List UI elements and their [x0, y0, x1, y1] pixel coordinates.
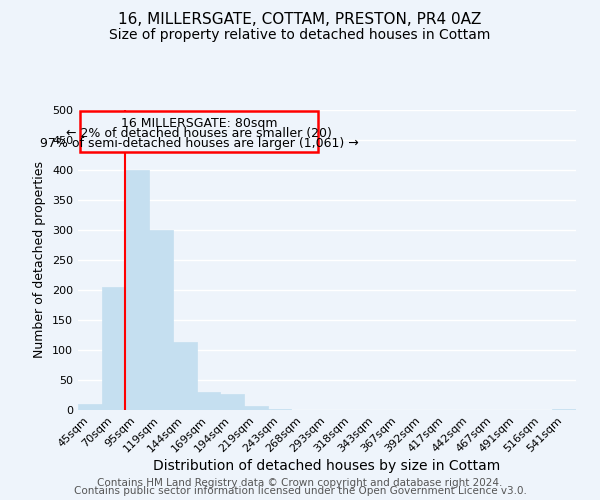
Bar: [552, 409, 576, 410]
FancyBboxPatch shape: [80, 111, 317, 152]
Bar: [197, 392, 220, 410]
Bar: [102, 287, 125, 410]
Text: Contains HM Land Registry data © Crown copyright and database right 2024.: Contains HM Land Registry data © Crown c…: [97, 478, 503, 488]
Y-axis label: Number of detached properties: Number of detached properties: [34, 162, 46, 358]
Bar: [244, 406, 268, 410]
Text: 97% of semi-detached houses are larger (1,061) →: 97% of semi-detached houses are larger (…: [40, 137, 358, 150]
Bar: [149, 230, 173, 410]
Bar: [268, 409, 292, 410]
Text: Size of property relative to detached houses in Cottam: Size of property relative to detached ho…: [109, 28, 491, 42]
Bar: [125, 170, 149, 410]
X-axis label: Distribution of detached houses by size in Cottam: Distribution of detached houses by size …: [154, 460, 500, 473]
Bar: [78, 404, 102, 410]
Text: Contains public sector information licensed under the Open Government Licence v3: Contains public sector information licen…: [74, 486, 526, 496]
Text: ← 2% of detached houses are smaller (20): ← 2% of detached houses are smaller (20): [66, 127, 332, 140]
Text: 16, MILLERSGATE, COTTAM, PRESTON, PR4 0AZ: 16, MILLERSGATE, COTTAM, PRESTON, PR4 0A…: [118, 12, 482, 28]
Text: 16 MILLERSGATE: 80sqm: 16 MILLERSGATE: 80sqm: [121, 117, 277, 130]
Bar: [173, 342, 197, 410]
Bar: [220, 394, 244, 410]
